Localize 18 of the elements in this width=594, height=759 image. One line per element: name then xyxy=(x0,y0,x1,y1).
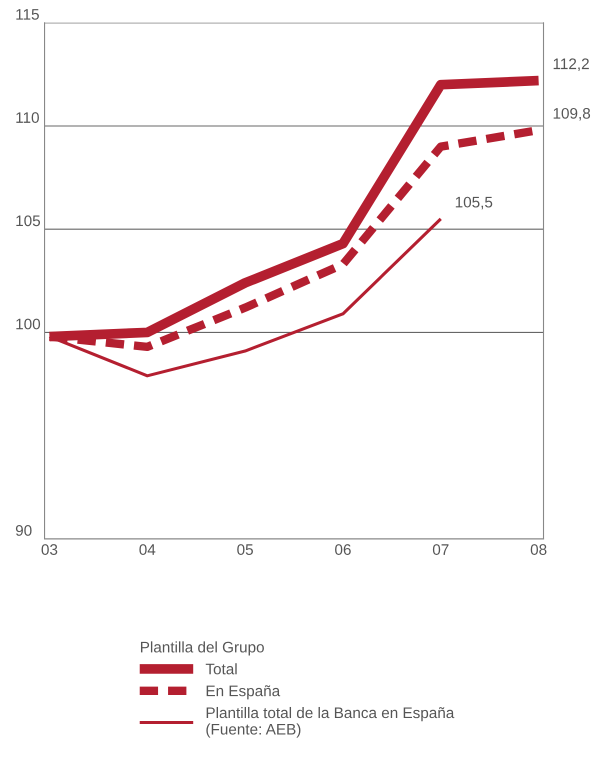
legend-label: Plantilla total de la Banca en España (Fuente: AEB) xyxy=(206,706,454,738)
y-tick-label: 115 xyxy=(16,9,39,20)
x-tick-label: 06 xyxy=(335,544,351,555)
y-tick-label: 90 xyxy=(16,525,32,536)
x-tick-label: 08 xyxy=(530,544,546,555)
x-tick-label: 04 xyxy=(139,544,156,555)
data-label: 105,5 xyxy=(456,196,492,210)
y-tick-label: 105 xyxy=(16,215,40,226)
data-label: 109,8 xyxy=(554,108,590,121)
legend-title: Plantilla del Grupo xyxy=(140,641,264,656)
legend-label: En España xyxy=(206,685,280,700)
x-tick-label: 07 xyxy=(432,544,449,555)
data-label: 112,2 xyxy=(554,58,589,72)
x-tick-label: 05 xyxy=(237,544,253,555)
y-tick-label: 100 xyxy=(16,318,40,330)
x-tick-label: 03 xyxy=(42,544,58,555)
y-tick-label: 110 xyxy=(16,112,39,123)
legend-label: Total xyxy=(206,663,237,674)
